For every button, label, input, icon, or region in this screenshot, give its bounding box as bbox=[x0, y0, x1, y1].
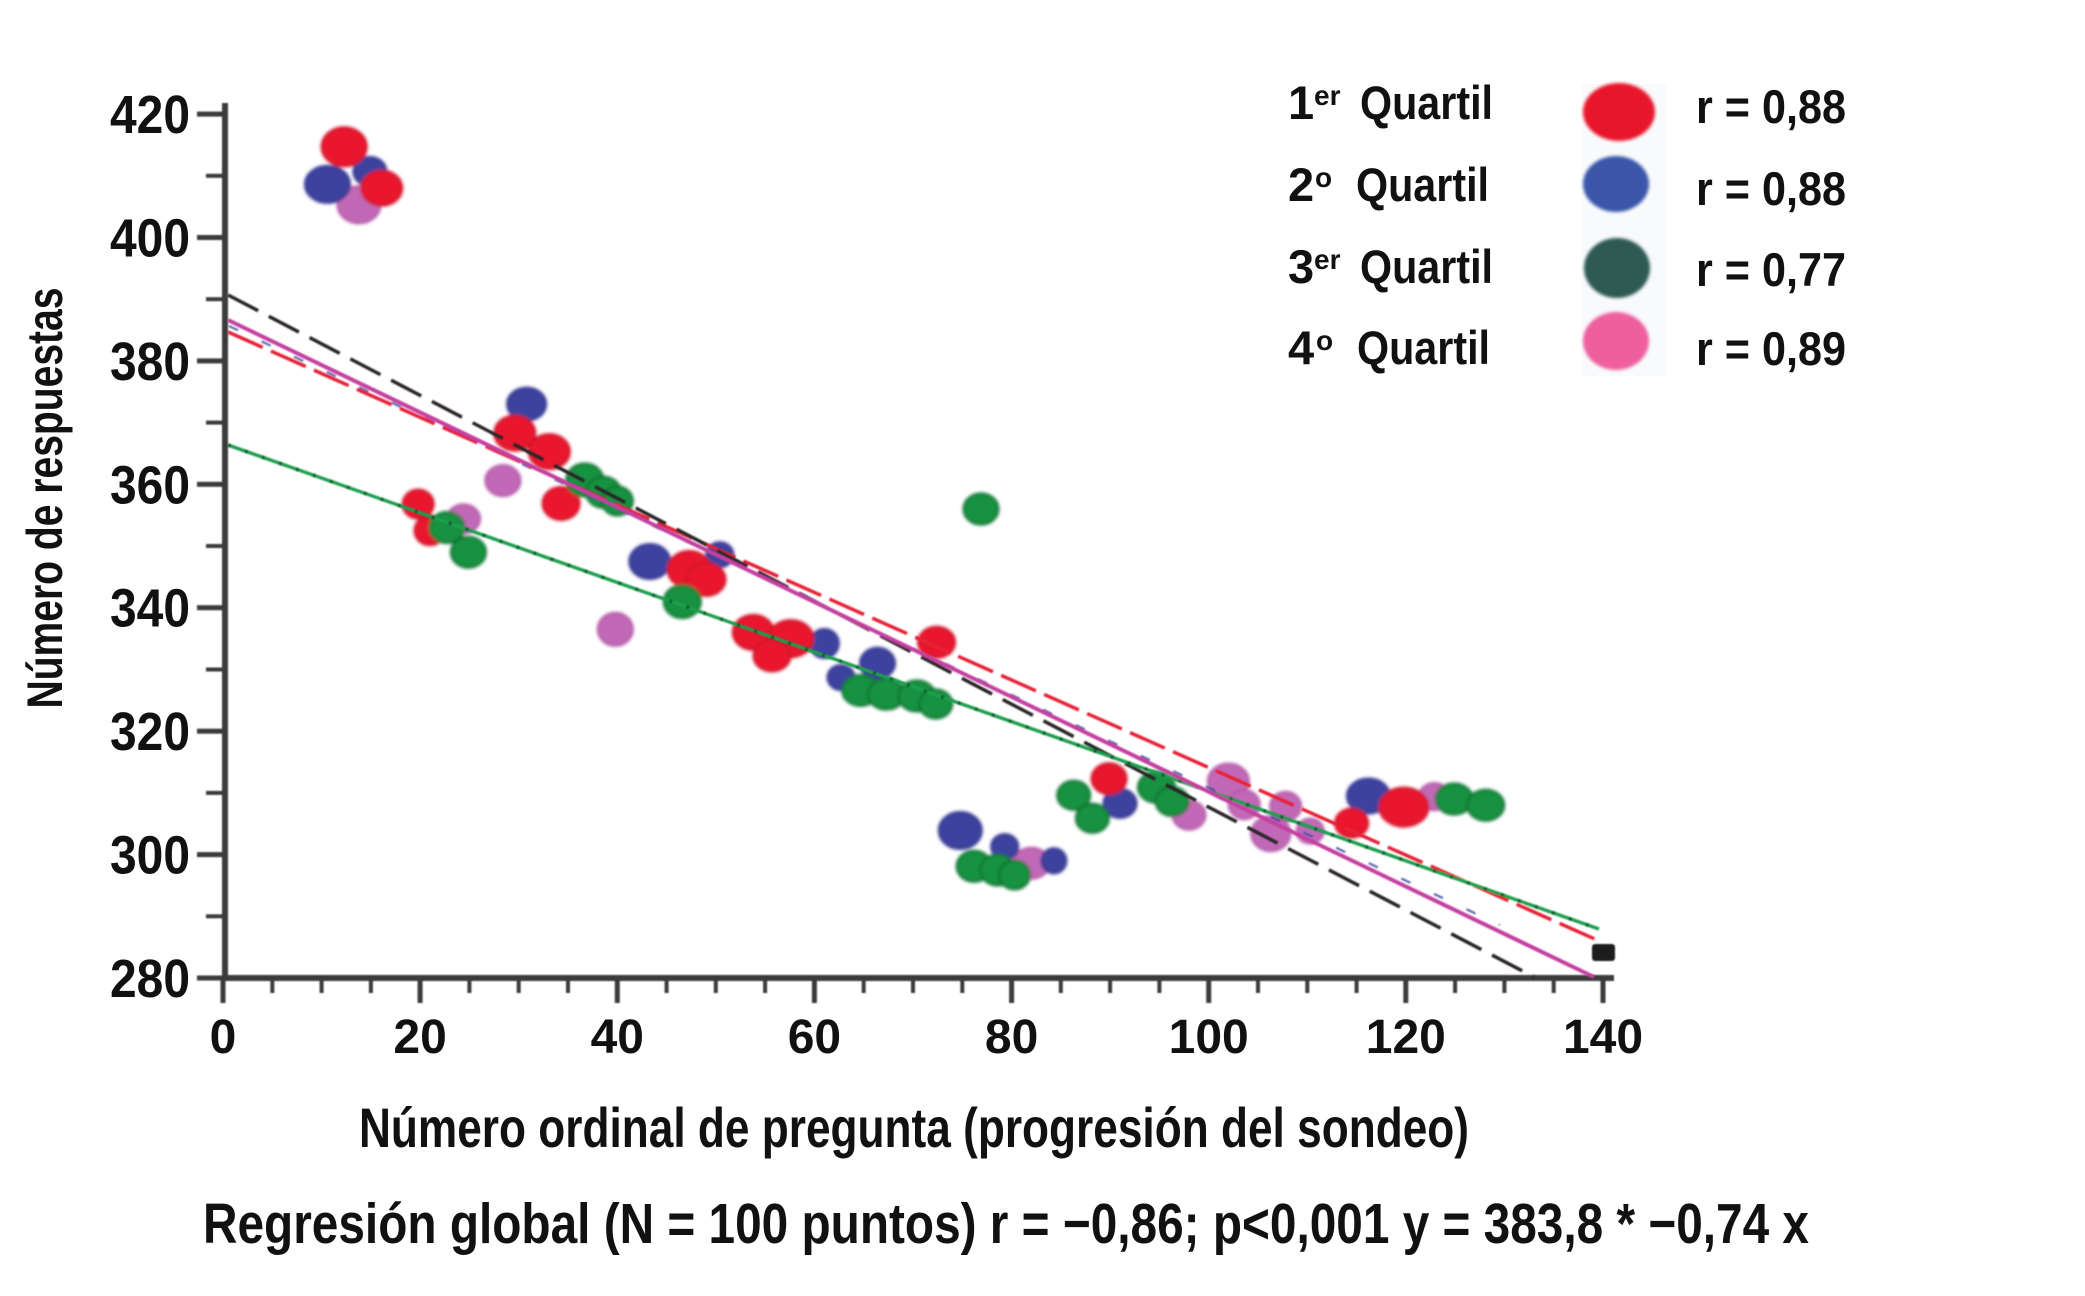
svg-text:300: 300 bbox=[110, 826, 190, 886]
svg-text:40: 40 bbox=[591, 1011, 644, 1064]
svg-text:320: 320 bbox=[110, 702, 190, 762]
svg-text:120: 120 bbox=[1366, 1011, 1446, 1064]
svg-text:r = 0,88: r = 0,88 bbox=[1696, 162, 1846, 215]
svg-text:3: 3 bbox=[1288, 240, 1314, 293]
svg-text:360: 360 bbox=[110, 455, 190, 515]
svg-text:100: 100 bbox=[1169, 1011, 1249, 1064]
svg-text:Quartil: Quartil bbox=[1360, 76, 1493, 129]
svg-text:340: 340 bbox=[110, 579, 190, 639]
svg-text:Número ordinal de pregunta (pr: Número ordinal de pregunta (progresión d… bbox=[359, 1096, 1469, 1159]
svg-text:400: 400 bbox=[110, 209, 190, 269]
svg-text:Quartil: Quartil bbox=[1356, 158, 1489, 211]
svg-text:er: er bbox=[1314, 244, 1341, 275]
svg-text:r = 0,88: r = 0,88 bbox=[1696, 80, 1846, 133]
svg-text:20: 20 bbox=[393, 1011, 446, 1064]
svg-text:o: o bbox=[1316, 325, 1333, 356]
svg-text:o: o bbox=[1315, 162, 1332, 193]
svg-text:1: 1 bbox=[1288, 76, 1314, 129]
svg-text:Número de respuestas: Número de respuestas bbox=[17, 288, 73, 709]
svg-text:0: 0 bbox=[210, 1011, 237, 1064]
svg-text:80: 80 bbox=[985, 1011, 1038, 1064]
svg-text:er: er bbox=[1314, 80, 1341, 111]
svg-text:Regresión global (N = 100 punt: Regresión global (N = 100 puntos) r = −0… bbox=[203, 1192, 1809, 1256]
svg-text:r = 0,77: r = 0,77 bbox=[1696, 243, 1846, 296]
svg-text:60: 60 bbox=[788, 1011, 841, 1064]
svg-text:280: 280 bbox=[110, 949, 190, 1009]
svg-text:140: 140 bbox=[1563, 1011, 1643, 1064]
svg-text:r = 0,89: r = 0,89 bbox=[1696, 322, 1846, 375]
svg-text:Quartil: Quartil bbox=[1360, 240, 1493, 293]
svg-text:4: 4 bbox=[1288, 321, 1314, 374]
svg-text:2: 2 bbox=[1288, 158, 1314, 211]
svg-text:380: 380 bbox=[110, 332, 190, 392]
svg-text:420: 420 bbox=[110, 85, 190, 145]
svg-text:Quartil: Quartil bbox=[1357, 321, 1490, 374]
